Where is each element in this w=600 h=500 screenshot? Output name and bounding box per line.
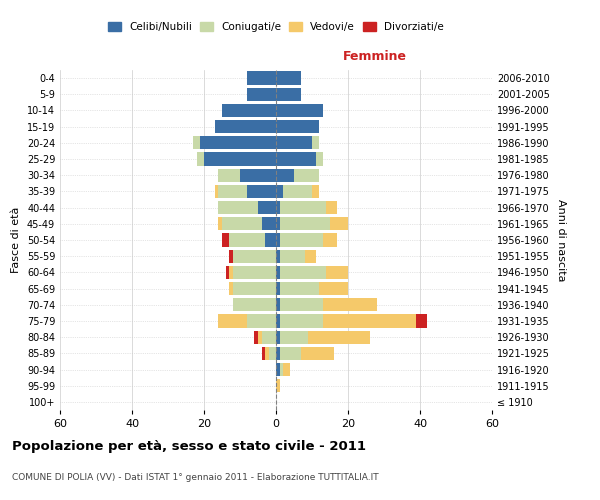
Bar xyxy=(301,346,334,360)
Bar xyxy=(276,282,280,295)
Bar xyxy=(226,266,229,279)
Bar xyxy=(247,72,276,85)
Bar xyxy=(305,250,316,263)
Bar xyxy=(247,314,276,328)
Bar xyxy=(276,363,280,376)
Bar xyxy=(258,330,262,344)
Bar xyxy=(280,346,301,360)
Bar xyxy=(280,298,323,312)
Bar xyxy=(276,234,280,246)
Bar xyxy=(276,379,280,392)
Bar xyxy=(215,120,276,134)
Bar xyxy=(280,217,330,230)
Bar xyxy=(222,104,276,117)
Bar xyxy=(280,234,323,246)
Bar xyxy=(233,298,276,312)
Bar xyxy=(276,201,280,214)
Bar xyxy=(312,185,319,198)
Bar xyxy=(323,314,416,328)
Bar xyxy=(280,363,283,376)
Text: Femmine: Femmine xyxy=(343,50,407,63)
Bar xyxy=(316,152,323,166)
Bar xyxy=(276,88,301,101)
Bar xyxy=(276,346,280,360)
Bar xyxy=(276,298,280,312)
Bar xyxy=(276,104,323,117)
Bar xyxy=(283,185,312,198)
Bar xyxy=(258,201,276,214)
Bar xyxy=(280,314,323,328)
Bar xyxy=(240,168,276,182)
Text: Popolazione per età, sesso e stato civile - 2011: Popolazione per età, sesso e stato civil… xyxy=(12,440,366,453)
Bar xyxy=(283,363,290,376)
Bar xyxy=(262,217,276,230)
Bar xyxy=(276,217,280,230)
Bar xyxy=(276,72,301,85)
Bar xyxy=(276,266,280,279)
Bar xyxy=(276,168,294,182)
Bar xyxy=(265,346,269,360)
Bar xyxy=(229,282,233,295)
Bar xyxy=(218,201,258,214)
Bar xyxy=(280,201,326,214)
Bar xyxy=(308,330,370,344)
Bar xyxy=(229,266,233,279)
Bar xyxy=(276,314,280,328)
Bar xyxy=(280,250,305,263)
Bar xyxy=(326,201,337,214)
Bar xyxy=(233,266,276,279)
Bar xyxy=(262,346,265,360)
Bar xyxy=(416,314,427,328)
Y-axis label: Anni di nascita: Anni di nascita xyxy=(556,198,566,281)
Bar xyxy=(276,152,316,166)
Bar xyxy=(319,282,348,295)
Text: COMUNE DI POLIA (VV) - Dati ISTAT 1° gennaio 2011 - Elaborazione TUTTITALIA.IT: COMUNE DI POLIA (VV) - Dati ISTAT 1° gen… xyxy=(12,472,379,482)
Bar xyxy=(222,217,262,230)
Bar xyxy=(269,346,276,360)
Bar xyxy=(215,185,218,198)
Bar xyxy=(280,330,308,344)
Bar xyxy=(247,185,276,198)
Bar xyxy=(200,136,276,149)
Bar xyxy=(276,136,312,149)
Bar xyxy=(218,185,247,198)
Bar xyxy=(254,330,258,344)
Bar xyxy=(276,250,280,263)
Bar xyxy=(262,330,276,344)
Bar xyxy=(218,168,240,182)
Bar xyxy=(233,250,276,263)
Legend: Celibi/Nubili, Coniugati/e, Vedovi/e, Divorziati/e: Celibi/Nubili, Coniugati/e, Vedovi/e, Di… xyxy=(104,18,448,36)
Bar xyxy=(280,266,326,279)
Bar xyxy=(276,330,280,344)
Bar xyxy=(312,136,319,149)
Bar xyxy=(294,168,319,182)
Bar xyxy=(247,88,276,101)
Bar xyxy=(276,185,283,198)
Bar xyxy=(330,217,348,230)
Bar xyxy=(229,234,265,246)
Bar xyxy=(265,234,276,246)
Bar xyxy=(326,266,348,279)
Bar xyxy=(222,234,229,246)
Bar xyxy=(276,120,319,134)
Bar xyxy=(323,298,377,312)
Bar xyxy=(323,234,337,246)
Bar xyxy=(197,152,204,166)
Bar xyxy=(218,314,247,328)
Bar xyxy=(193,136,200,149)
Bar xyxy=(233,282,276,295)
Y-axis label: Fasce di età: Fasce di età xyxy=(11,207,21,273)
Bar xyxy=(280,282,319,295)
Bar xyxy=(218,217,222,230)
Bar xyxy=(204,152,276,166)
Bar xyxy=(229,250,233,263)
